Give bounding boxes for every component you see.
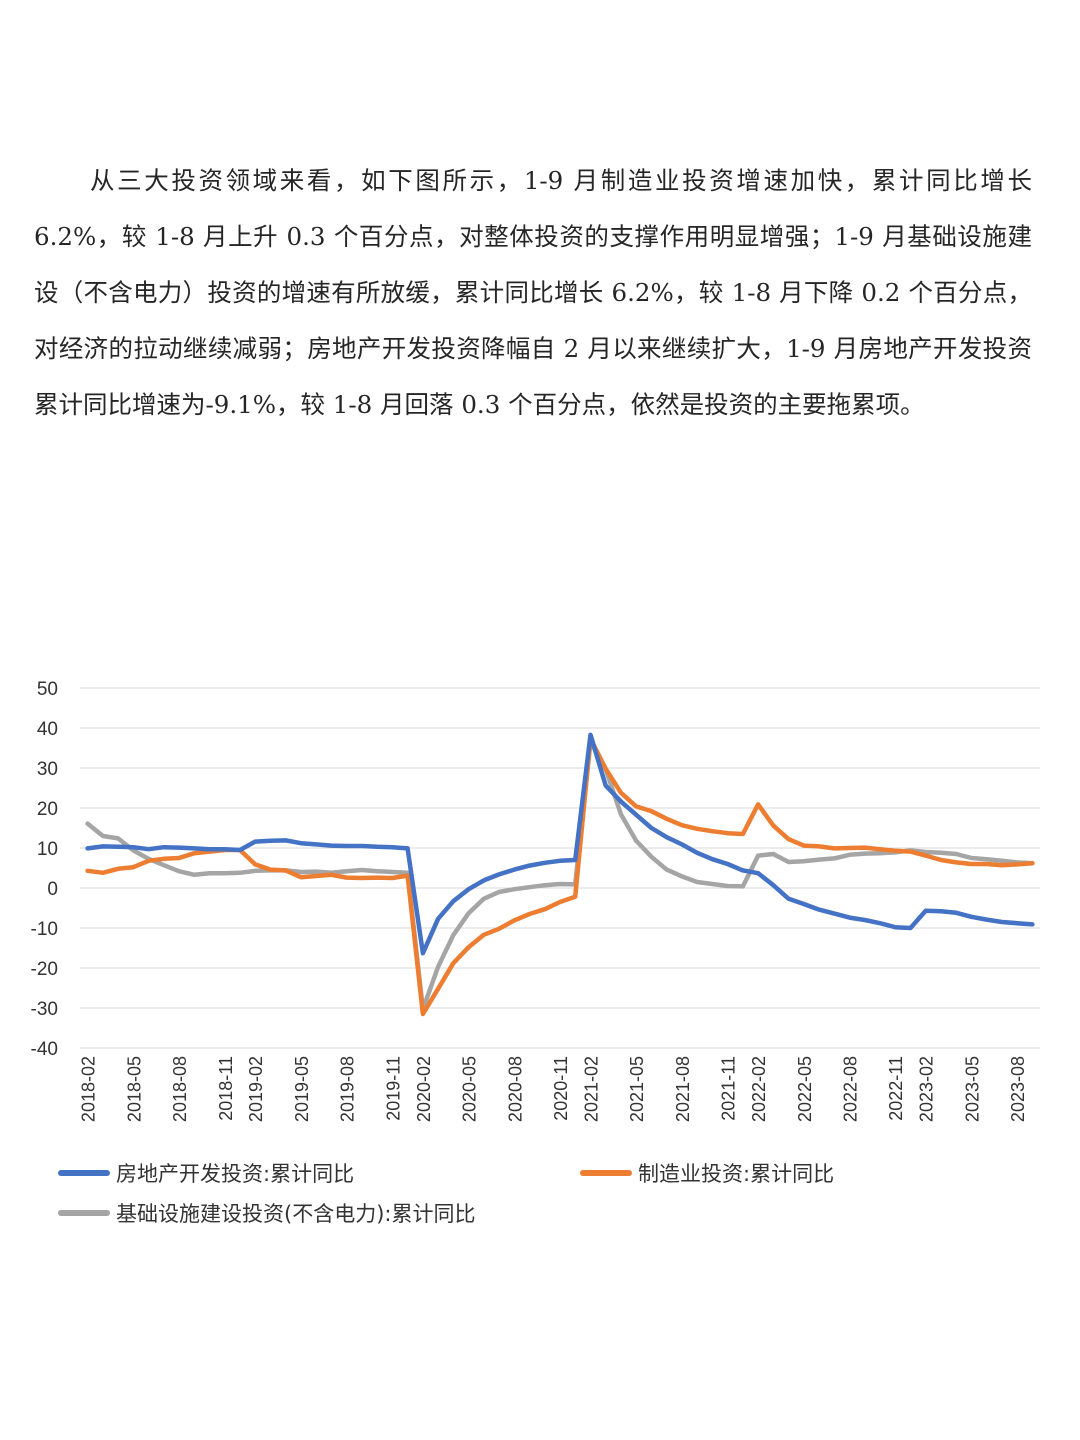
legend-swatch-infrastructure — [58, 1210, 110, 1216]
legend-item-manufacturing: 制造业投资:累计同比 — [580, 1158, 834, 1188]
x-tick-label: 2021-05 — [627, 1056, 647, 1122]
x-tick-label: 2018-11 — [216, 1056, 236, 1121]
y-tick-label: 20 — [37, 799, 58, 820]
y-tick-label: -30 — [31, 999, 58, 1020]
x-tick-label: 2019-08 — [338, 1056, 358, 1122]
y-tick-label: -20 — [31, 959, 58, 980]
y-tick-label: -40 — [31, 1039, 58, 1060]
y-tick-label: 30 — [37, 759, 58, 780]
x-tick-label: 2020-11 — [551, 1056, 571, 1121]
x-tick-label: 2021-11 — [719, 1056, 739, 1121]
series-line-manufacturing — [85, 736, 1035, 1017]
series-line-infrastructure — [85, 739, 1035, 1012]
y-tick-label: 0 — [47, 879, 58, 900]
x-tick-label: 2019-11 — [383, 1056, 403, 1121]
x-tick-label: 2023-02 — [917, 1056, 937, 1122]
x-tick-label: 2021-08 — [673, 1056, 693, 1122]
y-tick-label: 10 — [37, 839, 58, 860]
chart-gridlines — [80, 687, 1040, 1049]
x-tick-label: 2018-05 — [124, 1056, 144, 1122]
x-tick-label: 2019-05 — [292, 1056, 312, 1122]
analysis-paragraph: 从三大投资领域来看，如下图所示，1-9 月制造业投资增速加快，累计同比增长 6.… — [34, 165, 1032, 419]
x-tick-label: 2019-02 — [246, 1056, 266, 1122]
legend-item-infrastructure: 基础设施建设投资(不含电力):累计同比 — [58, 1198, 475, 1228]
x-tick-label: 2022-05 — [795, 1056, 815, 1122]
x-tick-label: 2018-02 — [79, 1056, 99, 1122]
x-tick-label: 2023-05 — [962, 1056, 982, 1122]
legend-label-infrastructure: 基础设施建设投资(不含电力):累计同比 — [116, 1202, 476, 1226]
x-axis-ticks: 2018-02 2018-05 2018-08 2018-11 2019-02 2019-… — [79, 1056, 1029, 1122]
x-tick-label: 2018-08 — [170, 1056, 190, 1122]
series-line-real-estate — [85, 732, 1035, 956]
y-tick-label: 50 — [37, 679, 58, 700]
x-tick-label: 2020-02 — [414, 1056, 434, 1122]
x-tick-label: 2023-08 — [1008, 1056, 1028, 1122]
x-tick-label: 2021-02 — [581, 1056, 601, 1122]
legend-swatch-real-estate — [58, 1170, 110, 1176]
y-axis-ticks: 50 40 30 20 10 0 -10 -20 -30 -40 — [31, 679, 58, 1060]
x-tick-label: 2022-02 — [749, 1056, 769, 1122]
legend-label-manufacturing: 制造业投资:累计同比 — [638, 1162, 835, 1186]
legend-swatch-manufacturing — [580, 1170, 632, 1176]
x-tick-label: 2020-08 — [505, 1056, 525, 1122]
y-tick-label: 40 — [37, 719, 58, 740]
x-tick-label: 2022-11 — [886, 1056, 906, 1121]
y-tick-label: -10 — [31, 919, 58, 940]
x-tick-label: 2020-05 — [460, 1056, 480, 1122]
legend-label-real-estate: 房地产开发投资:累计同比 — [116, 1162, 355, 1186]
chart-series-lines — [85, 732, 1035, 1017]
x-tick-label: 2022-08 — [841, 1056, 861, 1122]
legend-item-real-estate: 房地产开发投资:累计同比 — [58, 1158, 354, 1188]
